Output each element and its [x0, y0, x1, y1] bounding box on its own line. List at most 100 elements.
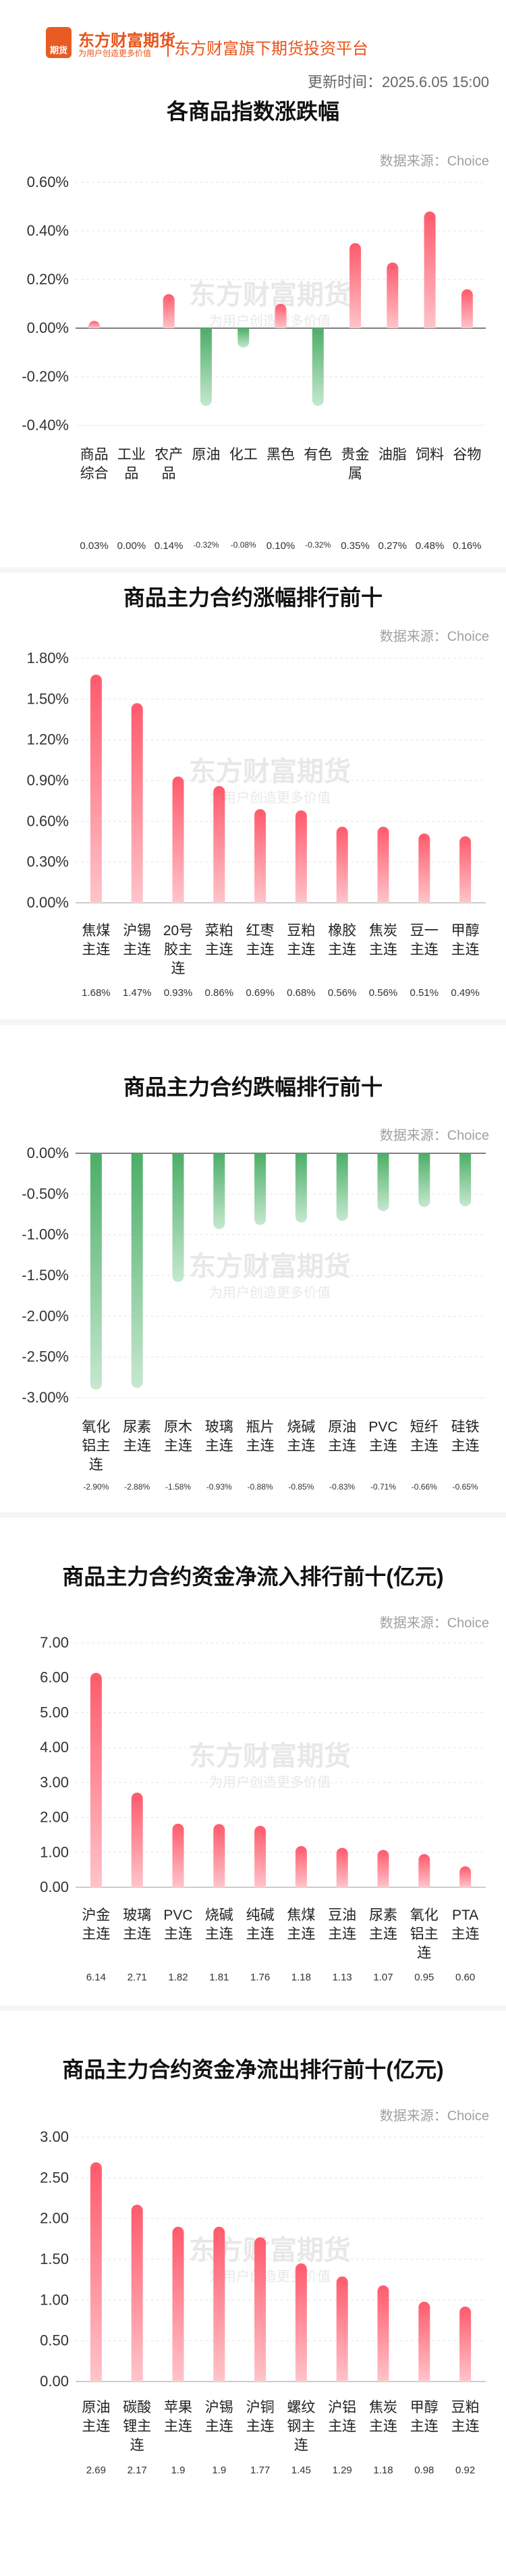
bar-value-label: -0.85% [288, 1482, 314, 1492]
x-category-label: 沪铜 主连 [246, 2400, 275, 2434]
bar [254, 809, 266, 903]
y-tick-label: 3.00 [40, 1774, 69, 1791]
bar-value-label: 1.77 [250, 2465, 271, 2476]
bar-value-label: 1.9 [212, 2465, 227, 2476]
x-category-label: 饲料 [416, 447, 445, 463]
bar [418, 1854, 430, 1887]
x-category-label: 尿素 主连 [123, 1419, 152, 1454]
bar [295, 1153, 307, 1223]
y-tick-label: 2.50 [40, 2169, 69, 2186]
logo-divider [167, 32, 169, 57]
bar [387, 262, 399, 328]
x-category-label: 有色 [304, 447, 333, 463]
bar-value-label: -0.66% [411, 1482, 437, 1492]
bar-value-label: 2.17 [127, 2465, 147, 2476]
header: 期货 东方财富期货 为用户创造更多价值 东方财富旗下期货投资平台 更新时间：20… [0, 0, 506, 90]
x-category-label: PTA 主连 [451, 1908, 480, 1942]
watermark-slogan: 为用户创造更多价值 [209, 790, 331, 806]
data-source: 数据来源：Choice [379, 1616, 489, 1631]
bar [90, 2162, 102, 2382]
chart-title: 商品主力合约资金净流出排行前十(亿元) [62, 2057, 444, 2082]
y-tick-label: 0.00 [40, 1878, 69, 1895]
watermark-name: 东方财富期货 [189, 1252, 351, 1282]
bar-value-label: 0.60 [455, 1972, 476, 1983]
bar [90, 1153, 102, 1390]
y-tick-label: 3.00 [40, 2128, 69, 2145]
x-category-label: 苹果 主连 [164, 2400, 192, 2434]
y-tick-label: 0.00% [27, 1145, 69, 1161]
x-category-label: 焦煤 主连 [287, 1908, 316, 1942]
bar-value-label: 0.56% [368, 987, 398, 999]
bar-value-label: -2.88% [124, 1482, 150, 1492]
chart-title: 商品主力合约资金净流入排行前十(亿元) [62, 1565, 444, 1589]
y-tick-label: -0.20% [22, 368, 69, 385]
data-source: 数据来源：Choice [379, 2109, 489, 2124]
x-category-label: 焦炭 主连 [369, 923, 397, 957]
bar [459, 2306, 472, 2382]
bar [275, 304, 287, 328]
logo-icon: 期货 [46, 27, 72, 58]
bar [213, 2226, 225, 2382]
bar-value-label: 0.03% [80, 540, 109, 552]
y-tick-label: 1.00 [40, 1843, 69, 1860]
bar-value-label: 1.07 [373, 1972, 393, 1983]
y-tick-label: 0.50 [40, 2332, 69, 2349]
x-category-label: 豆油 主连 [328, 1908, 357, 1942]
bar-value-label: -0.65% [452, 1482, 478, 1492]
bar [213, 1153, 225, 1230]
x-category-label: 油脂 [378, 447, 407, 463]
bar-value-label: 0.48% [415, 540, 445, 552]
bar [90, 675, 102, 903]
y-tick-label: 2.00 [40, 1809, 69, 1826]
bar-value-label: 1.18 [291, 1972, 311, 1983]
bar-chart: 东方财富期货为用户创造更多价值7.006.005.004.003.002.001… [40, 1634, 486, 1895]
bar [377, 2285, 389, 2382]
y-tick-label: 1.80% [27, 650, 69, 666]
x-category-label: 菜粕 主连 [204, 923, 233, 957]
bar-value-label: 0.35% [341, 540, 370, 552]
x-category-label: PVC 主连 [163, 1908, 193, 1942]
bar [213, 1824, 225, 1887]
bar-value-label: 0.93% [163, 987, 193, 999]
bar-value-label: 0.16% [453, 540, 482, 552]
bar-value-label: 0.10% [266, 540, 296, 552]
x-category-label: 原油 主连 [82, 2400, 111, 2434]
x-category-label: 沪金 主连 [82, 1908, 111, 1942]
bar [131, 703, 143, 903]
bar-value-label: 0.56% [327, 987, 357, 999]
bar [213, 786, 225, 903]
chart-title: 各商品指数涨跌幅 [166, 99, 339, 124]
bar [336, 1153, 348, 1221]
x-category-label: 谷物 [453, 447, 482, 463]
x-category-label: 原木 主连 [164, 1419, 192, 1454]
y-tick-label: 0.90% [27, 772, 69, 789]
bar-value-label: -0.32% [305, 540, 331, 550]
x-category-label: 焦煤 主连 [82, 923, 111, 957]
x-category-label: 玻璃 主连 [123, 1908, 152, 1942]
y-tick-label: -2.50% [22, 1348, 69, 1365]
bar [172, 1823, 184, 1887]
x-category-label: 烧碱 主连 [204, 1908, 233, 1942]
y-tick-label: 0.00% [27, 319, 69, 336]
bar-value-label: 0.86% [204, 987, 234, 999]
bar [336, 1847, 348, 1887]
x-category-label: 商品 综合 [80, 447, 109, 481]
bar [90, 1673, 102, 1887]
platform-name: 东方财富旗下期货投资平台 [174, 40, 368, 58]
x-category-label: 瓶片 主连 [246, 1419, 275, 1454]
y-tick-label: -1.00% [22, 1226, 69, 1243]
bar-value-label: 1.76 [250, 1972, 271, 1983]
x-category-label: 原油 主连 [328, 1419, 357, 1454]
x-category-label: 甲醇 主连 [410, 2400, 439, 2434]
y-tick-label: 0.00 [40, 2373, 69, 2390]
bar [163, 294, 175, 328]
y-tick-label: 1.20% [27, 731, 69, 748]
y-tick-label: -1.50% [22, 1267, 69, 1284]
bar [131, 1153, 143, 1388]
bar-value-label: -0.08% [230, 540, 256, 550]
bar [254, 1825, 266, 1887]
y-tick-label: 0.00% [27, 894, 69, 911]
y-tick-label: -2.00% [22, 1307, 69, 1324]
